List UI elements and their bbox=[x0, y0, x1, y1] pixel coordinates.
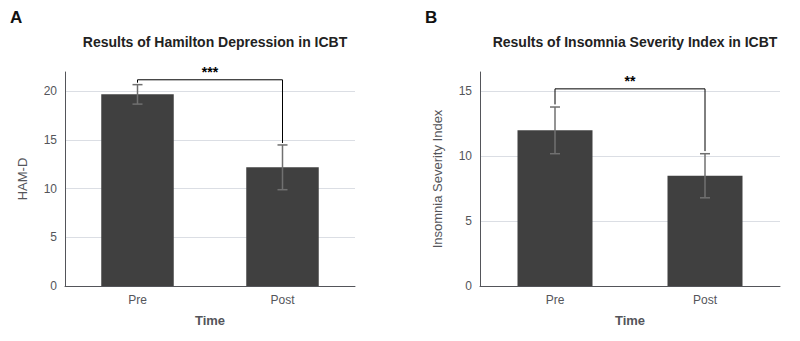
svg-text:Post: Post bbox=[270, 293, 295, 307]
svg-text:**: ** bbox=[625, 73, 636, 89]
svg-text:5: 5 bbox=[465, 214, 472, 228]
svg-text:Results of Hamilton Depression: Results of Hamilton Depression in ICBT bbox=[83, 34, 348, 50]
svg-text:Time: Time bbox=[195, 313, 225, 328]
svg-text:***: *** bbox=[202, 64, 219, 80]
svg-text:20: 20 bbox=[44, 84, 58, 98]
svg-text:10: 10 bbox=[459, 149, 473, 163]
svg-text:Pre: Pre bbox=[546, 293, 565, 307]
svg-text:15: 15 bbox=[44, 133, 58, 147]
svg-text:Post: Post bbox=[693, 293, 718, 307]
svg-text:Pre: Pre bbox=[128, 293, 147, 307]
svg-text:15: 15 bbox=[459, 84, 473, 98]
svg-text:B: B bbox=[425, 8, 437, 27]
svg-text:0: 0 bbox=[50, 279, 57, 293]
svg-text:Insomnia Severity Index: Insomnia Severity Index bbox=[430, 109, 445, 248]
svg-text:HAM-D: HAM-D bbox=[15, 158, 30, 201]
svg-text:10: 10 bbox=[44, 182, 58, 196]
svg-text:A: A bbox=[10, 8, 22, 27]
svg-text:0: 0 bbox=[465, 279, 472, 293]
svg-text:Time: Time bbox=[615, 313, 645, 328]
svg-text:5: 5 bbox=[50, 230, 57, 244]
svg-text:Results of Insomnia Severity I: Results of Insomnia Severity Index in IC… bbox=[493, 34, 778, 50]
